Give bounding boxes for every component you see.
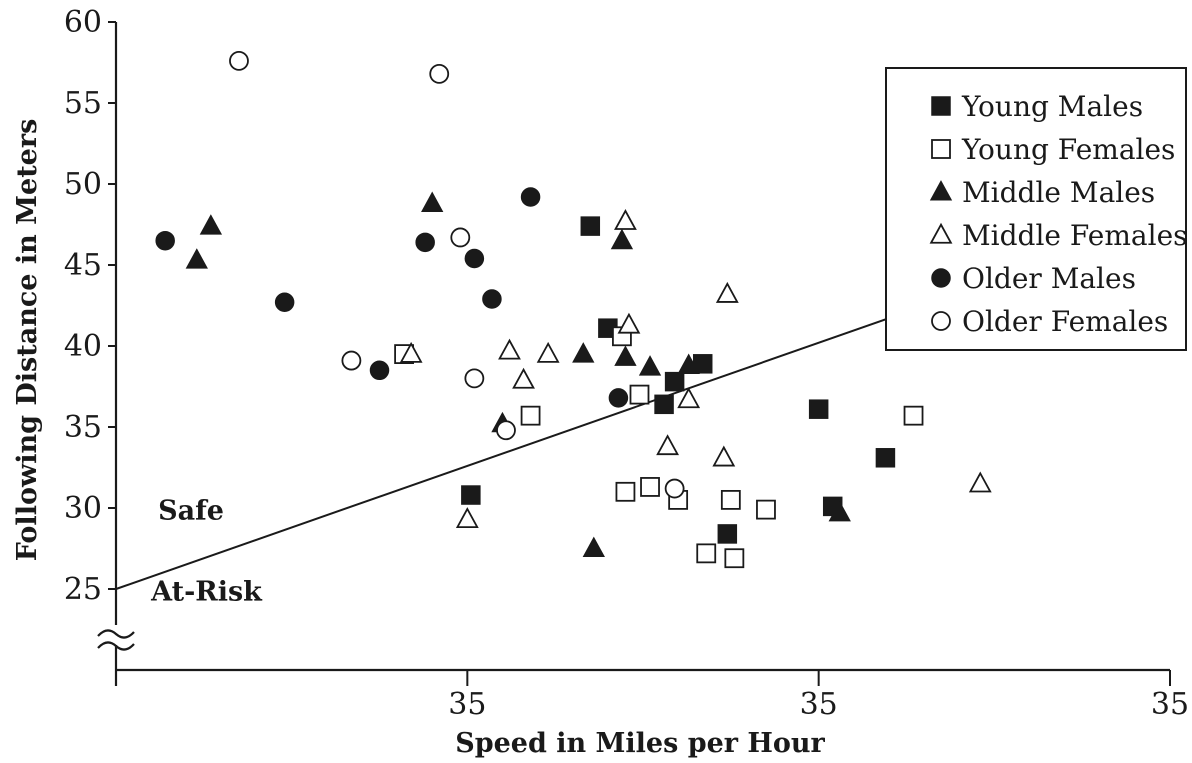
data-point bbox=[612, 230, 632, 248]
legend-label: Middle Males bbox=[962, 176, 1155, 209]
legend-marker bbox=[932, 140, 950, 158]
data-point bbox=[679, 389, 699, 407]
legend-label: Young Females bbox=[961, 133, 1175, 166]
data-point bbox=[697, 544, 715, 562]
axis-break-mark-upper bbox=[98, 630, 134, 637]
data-point bbox=[538, 344, 558, 362]
y-tick-label: 50 bbox=[64, 167, 102, 202]
data-point bbox=[522, 188, 540, 206]
legend-marker bbox=[932, 269, 950, 287]
y-tick-label: 60 bbox=[64, 5, 102, 40]
y-tick-label: 30 bbox=[64, 491, 102, 526]
legend-marker bbox=[932, 312, 950, 330]
data-point bbox=[371, 361, 389, 379]
data-point bbox=[342, 352, 360, 370]
data-point bbox=[497, 421, 515, 439]
annotation-safe: Safe bbox=[158, 495, 224, 526]
data-point bbox=[156, 232, 174, 250]
y-tick-label: 55 bbox=[64, 86, 102, 121]
y-tick-label: 35 bbox=[64, 410, 102, 445]
data-point bbox=[465, 250, 483, 268]
annotations: Safe At-Risk bbox=[150, 495, 263, 607]
data-point bbox=[573, 344, 593, 362]
data-point bbox=[187, 250, 207, 268]
x-tick-label: 35 bbox=[448, 687, 486, 722]
data-point bbox=[616, 211, 636, 229]
data-point bbox=[422, 193, 442, 211]
data-point bbox=[522, 407, 540, 425]
y-tick-label: 25 bbox=[64, 572, 102, 607]
data-point bbox=[905, 407, 923, 425]
legend-label: Young Males bbox=[961, 90, 1143, 123]
x-axis-title: Speed in Miles per Hour bbox=[455, 728, 825, 759]
data-point bbox=[658, 436, 678, 454]
data-point bbox=[457, 509, 477, 527]
data-point bbox=[616, 347, 636, 365]
data-point bbox=[584, 538, 604, 556]
data-point bbox=[201, 216, 221, 234]
data-point bbox=[666, 373, 684, 391]
data-point bbox=[876, 449, 894, 467]
data-point bbox=[616, 483, 634, 501]
data-point bbox=[655, 395, 673, 413]
data-point bbox=[462, 486, 480, 504]
data-point bbox=[970, 473, 990, 491]
data-points bbox=[156, 52, 990, 567]
data-point bbox=[465, 369, 483, 387]
data-point bbox=[725, 549, 743, 567]
data-point bbox=[451, 228, 469, 246]
legend-label: Middle Females bbox=[962, 219, 1188, 252]
x-tick-label: 35 bbox=[800, 687, 838, 722]
legend-marker bbox=[932, 97, 950, 115]
data-point bbox=[717, 284, 737, 302]
data-point bbox=[230, 52, 248, 70]
legend: Young Males Young Females Middle Males Midd… bbox=[886, 68, 1188, 350]
data-point bbox=[581, 217, 599, 235]
data-point bbox=[630, 386, 648, 404]
data-point bbox=[641, 478, 659, 496]
data-point bbox=[722, 491, 740, 509]
series-young-females bbox=[395, 327, 922, 567]
data-point bbox=[714, 447, 734, 465]
data-point bbox=[640, 357, 660, 375]
data-point bbox=[514, 370, 534, 388]
y-axis-title: Following Distance in Meters bbox=[12, 119, 43, 562]
data-point bbox=[609, 389, 627, 407]
series-middle-males bbox=[187, 193, 850, 556]
data-point bbox=[619, 315, 639, 333]
data-point bbox=[430, 65, 448, 83]
data-point bbox=[483, 290, 501, 308]
series-older-females bbox=[230, 52, 684, 498]
data-point bbox=[500, 341, 520, 359]
data-point bbox=[276, 293, 294, 311]
annotation-at-risk: At-Risk bbox=[150, 576, 263, 607]
y-tick-label: 40 bbox=[64, 329, 102, 364]
data-point bbox=[810, 400, 828, 418]
y-tick-label: 45 bbox=[64, 248, 102, 283]
data-point bbox=[416, 233, 434, 251]
legend-label: Older Females bbox=[962, 305, 1168, 338]
series-older-males bbox=[156, 188, 627, 407]
data-point bbox=[718, 525, 736, 543]
data-point bbox=[666, 480, 684, 498]
legend-label: Older Males bbox=[962, 262, 1136, 295]
data-point bbox=[757, 501, 775, 519]
x-tick-label: 35 bbox=[1151, 687, 1189, 722]
